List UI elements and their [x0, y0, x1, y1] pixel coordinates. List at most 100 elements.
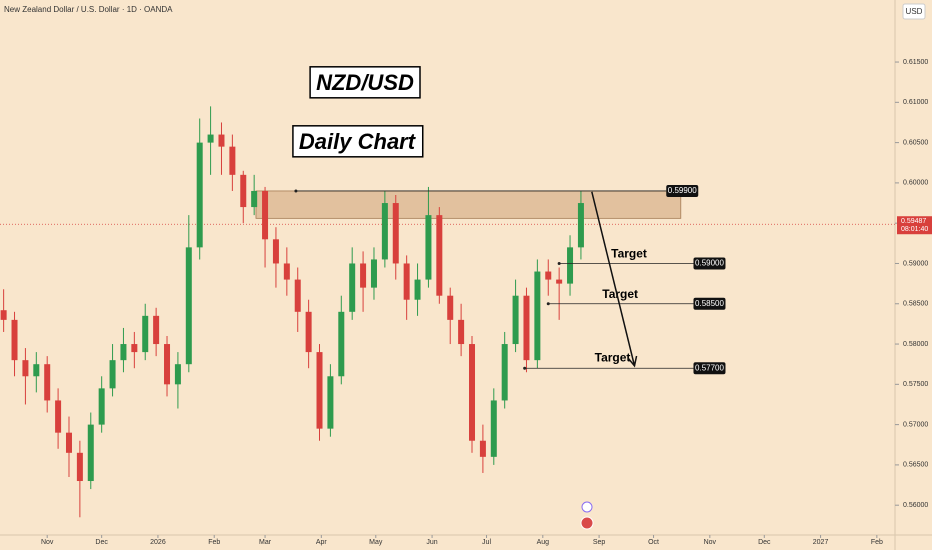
- y-tick-label: 0.59000: [903, 260, 928, 267]
- event-icon[interactable]: [580, 516, 594, 530]
- y-tick-label: 0.58500: [903, 301, 928, 308]
- arrow-head: [627, 355, 638, 368]
- candle-body: [490, 400, 497, 457]
- header: New Zealand Dollar / U.S. Dollar · 1D · …: [4, 5, 173, 14]
- x-tick-label: Feb: [871, 539, 883, 546]
- candle-body: [283, 263, 290, 280]
- level-anchor: [557, 261, 561, 265]
- candle-body: [98, 388, 105, 425]
- candle-body: [370, 259, 377, 288]
- y-tick-label: 0.58000: [903, 341, 928, 348]
- candle-body: [316, 352, 323, 429]
- y-tick-label: 0.61000: [903, 99, 928, 106]
- level-label-box: [693, 297, 726, 310]
- candle-body: [153, 315, 160, 345]
- candle-body: [567, 247, 574, 284]
- candle-body: [229, 146, 236, 175]
- candle-body: [207, 134, 214, 143]
- level-label: 0.59000: [695, 259, 724, 268]
- currency-box[interactable]: [902, 3, 926, 20]
- x-tick-label: Dec: [758, 539, 771, 546]
- level-anchor: [294, 189, 298, 193]
- candle-body: [22, 360, 29, 377]
- level-anchor: [523, 366, 527, 370]
- x-tick-label: Feb: [208, 539, 220, 546]
- x-tick-label: May: [369, 539, 383, 546]
- x-tick-label: Aug: [537, 539, 550, 546]
- candle-body: [512, 295, 519, 345]
- candle-body: [414, 279, 421, 300]
- title-box: [309, 66, 421, 99]
- candle-body: [534, 271, 541, 361]
- candle-body: [360, 263, 367, 288]
- level-label: 0.59900: [668, 186, 697, 195]
- x-tick-label: Nov: [704, 539, 717, 546]
- x-tick-label: Sep: [593, 539, 606, 546]
- level-anchor: [546, 302, 550, 306]
- event-icon[interactable]: [581, 501, 593, 513]
- candle-body: [120, 344, 127, 361]
- candle-body: [294, 279, 301, 312]
- candle-body: [262, 190, 269, 240]
- plot: [0, 106, 895, 518]
- candle-body: [11, 319, 18, 361]
- candle-body: [164, 344, 171, 385]
- candle-body: [349, 263, 356, 312]
- candle-body: [185, 247, 192, 365]
- x-tick-label: Mar: [259, 539, 272, 546]
- candle-body: [403, 263, 410, 300]
- candle-body: [142, 315, 149, 353]
- target-note: Target: [611, 247, 647, 261]
- candle-body: [251, 190, 258, 208]
- y-tick-label: 0.61500: [903, 59, 928, 66]
- candle-body: [577, 203, 584, 248]
- candle-body: [327, 376, 334, 429]
- y-tick-label: 0.60000: [903, 180, 928, 187]
- candle-body: [381, 203, 388, 260]
- candle-body: [305, 311, 312, 353]
- subtitle-box: [292, 125, 424, 158]
- y-tick-label: 0.56000: [903, 502, 928, 509]
- candle-body: [65, 432, 72, 453]
- candle-body: [479, 440, 486, 457]
- level-label: 0.58500: [695, 299, 724, 308]
- candle-body: [55, 400, 62, 433]
- forecast-arrow: [591, 191, 636, 366]
- x-tick-label: Jun: [426, 539, 437, 546]
- candle-body: [109, 360, 116, 389]
- x-tick-label: Nov: [41, 539, 54, 546]
- x-tick-label: Apr: [316, 539, 328, 546]
- candle-body: [425, 215, 432, 280]
- current-price-label: 0.59487: [901, 218, 926, 225]
- y-tick-label: 0.56500: [903, 462, 928, 469]
- candle-body: [392, 203, 399, 264]
- candle-body: [436, 215, 443, 296]
- candle-body: [523, 295, 530, 361]
- chart-subtitle: Daily Chart: [299, 129, 417, 154]
- level-label-box: [666, 184, 699, 197]
- chart-title: NZD/USD: [316, 70, 414, 95]
- candle-body: [272, 239, 279, 264]
- x-tick-label: Dec: [95, 539, 108, 546]
- target-note: Target: [595, 350, 631, 364]
- x-tick-label: 2027: [813, 539, 829, 546]
- candle-body: [131, 344, 138, 353]
- candle-body: [338, 311, 345, 377]
- current-price-box: [897, 216, 932, 235]
- level-label-box: [693, 362, 726, 375]
- candle-body: [556, 279, 563, 284]
- countdown: 08:01:40: [901, 226, 928, 233]
- candle-body: [458, 319, 465, 345]
- candle-body: [33, 364, 40, 377]
- level-label-box: [693, 257, 726, 270]
- candle-body: [469, 344, 476, 441]
- x-tick-label: Oct: [648, 539, 659, 546]
- currency[interactable]: USD: [906, 7, 923, 16]
- candle-body: [0, 310, 7, 320]
- y-tick-label: 0.57500: [903, 381, 928, 388]
- y-tick-label: 0.57000: [903, 421, 928, 428]
- candle-body: [44, 364, 51, 401]
- candle-body: [196, 142, 203, 248]
